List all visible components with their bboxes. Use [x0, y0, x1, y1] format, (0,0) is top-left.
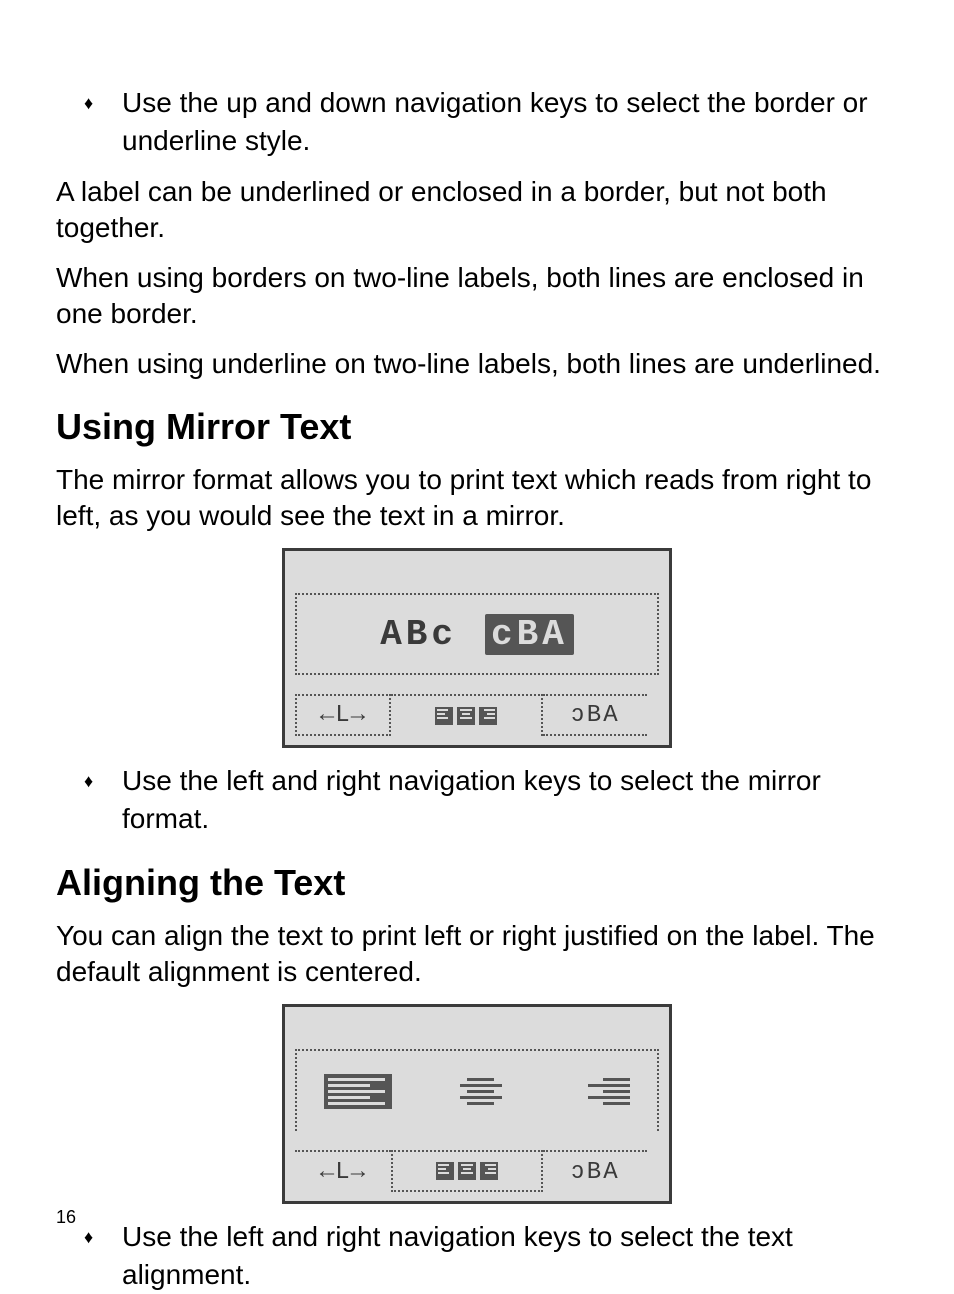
lcd-2-container: ←L→ ↄBA [56, 1004, 898, 1204]
paragraph-1: A label can be underlined or enclosed in… [56, 174, 898, 246]
page-container: ♦ Use the up and down navigation keys to… [0, 0, 954, 1246]
bullet-1-text: Use the up and down navigation keys to s… [114, 84, 898, 160]
align-center-icon-2 [458, 1162, 476, 1180]
lcd-2-align-icons [391, 1150, 543, 1192]
lcd-screen-mirror: ABc cBA ←L→ ↄBA [282, 548, 672, 748]
heading-mirror: Using Mirror Text [56, 406, 898, 448]
lcd-1-right-indicator: ↄBA [543, 694, 647, 736]
align-right-icon-2 [480, 1162, 498, 1180]
align-option-left-selected [324, 1074, 392, 1109]
bullet-item-1: ♦ Use the up and down navigation keys to… [56, 84, 898, 160]
lcd-1-align-icons [391, 694, 543, 736]
bullet-marker-icon-2: ♦ [56, 762, 114, 800]
bullet-item-2: ♦ Use the left and right navigation keys… [56, 762, 898, 838]
lcd-2-right-indicator: ↄBA [543, 1150, 647, 1192]
lcd-screen-align: ←L→ ↄBA [282, 1004, 672, 1204]
lcd-1-bottom-bar: ←L→ ↄBA [295, 691, 659, 739]
bullet-2-text: Use the left and right navigation keys t… [114, 762, 898, 838]
bullet-3-text: Use the left and right navigation keys t… [114, 1218, 898, 1294]
paragraph-2: When using borders on two-line labels, b… [56, 260, 898, 332]
page-number: 16 [56, 1207, 76, 1228]
heading-align: Aligning the Text [56, 862, 898, 904]
align-option-center [451, 1078, 511, 1105]
lcd-1-mirror-text: cBA [485, 614, 574, 655]
align-left-icon [435, 707, 453, 725]
align-option-right [570, 1078, 630, 1105]
paragraph-align: You can align the text to print left or … [56, 918, 898, 990]
lcd-2-bottom-bar: ←L→ ↄBA [295, 1147, 659, 1195]
align-center-icon [457, 707, 475, 725]
bullet-marker-icon: ♦ [56, 84, 114, 122]
lcd-2-top-area [295, 1049, 659, 1131]
paragraph-mirror: The mirror format allows you to print te… [56, 462, 898, 534]
lcd-1-top-area: ABc cBA [295, 593, 659, 675]
bullet-item-3: ♦ Use the left and right navigation keys… [56, 1218, 898, 1294]
lcd-1-nav-indicator: ←L→ [295, 694, 391, 736]
align-left-icon-2 [436, 1162, 454, 1180]
lcd-1-normal-text: ABc [380, 614, 457, 655]
lcd-1-container: ABc cBA ←L→ ↄBA [56, 548, 898, 748]
paragraph-3: When using underline on two-line labels,… [56, 346, 898, 382]
align-right-icon [479, 707, 497, 725]
lcd-2-nav-indicator: ←L→ [295, 1150, 391, 1192]
